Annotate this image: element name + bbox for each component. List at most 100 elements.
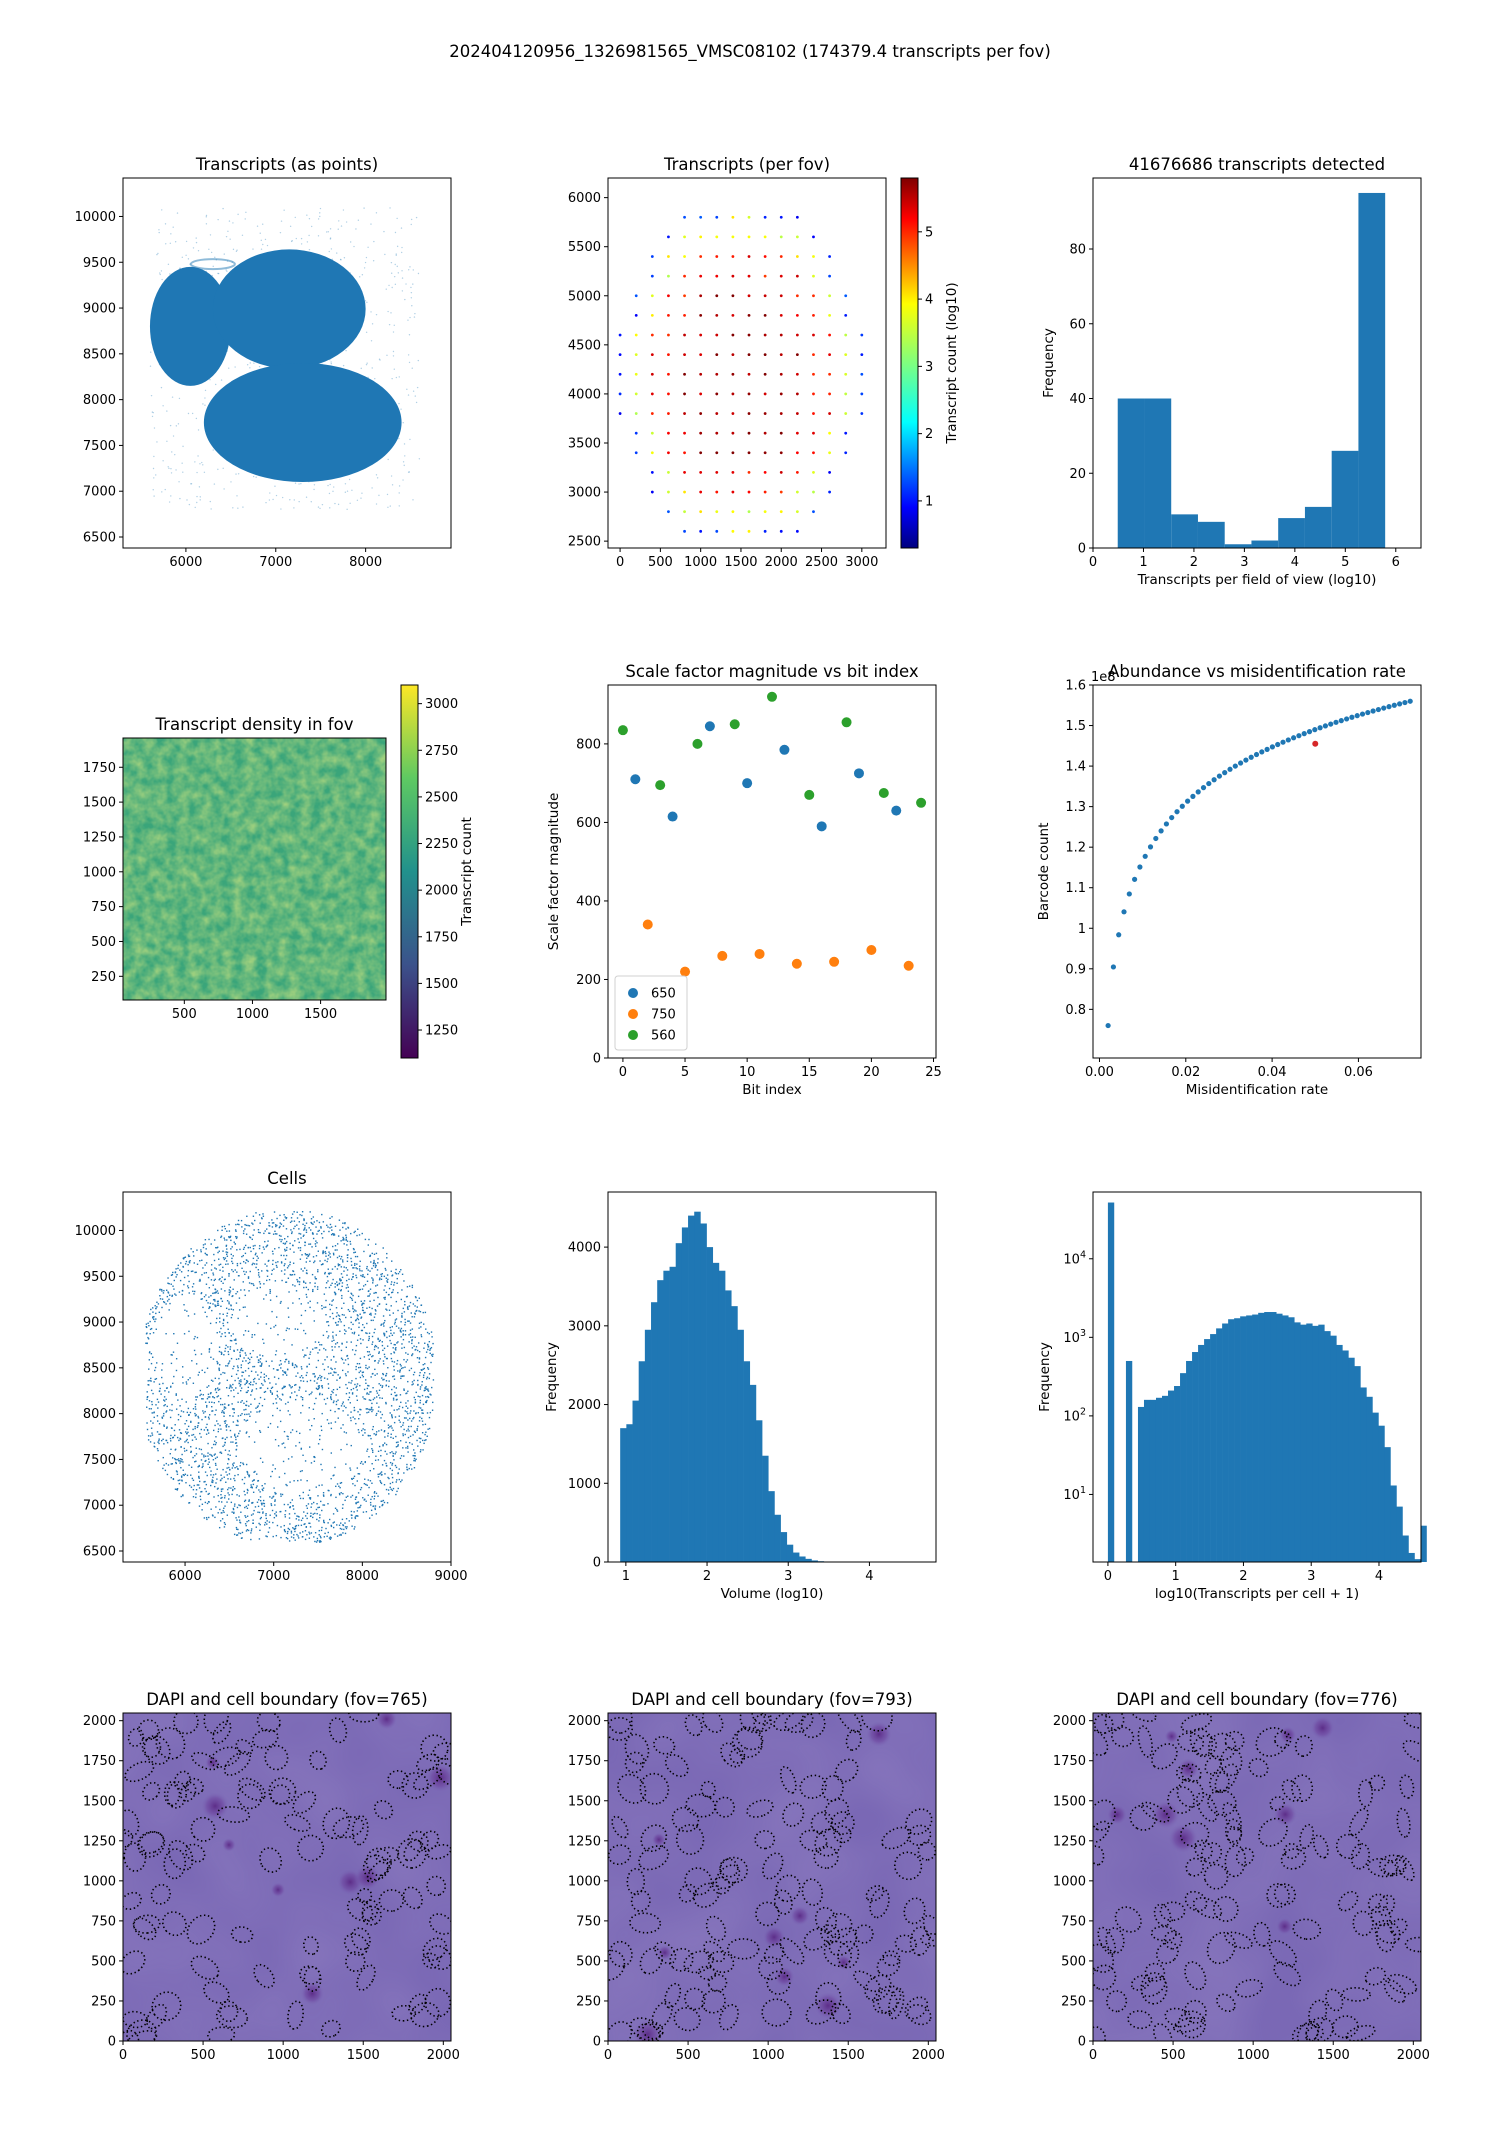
curve-point — [1147, 844, 1154, 850]
cell-point — [370, 1408, 372, 1411]
cell-point — [383, 1353, 386, 1356]
cell-point — [291, 1392, 293, 1394]
cell-point — [213, 1402, 216, 1404]
cell-point — [331, 1233, 334, 1235]
cell-point — [181, 1293, 183, 1296]
cell-point — [357, 1507, 359, 1509]
cell-point — [371, 1448, 373, 1450]
cell-point — [366, 1393, 368, 1395]
cell-point — [318, 1438, 321, 1441]
cell-point — [337, 1374, 339, 1376]
cell-point — [371, 1443, 373, 1445]
cell-point — [373, 1468, 375, 1470]
transcript-point — [342, 209, 345, 211]
cell-point — [328, 1518, 331, 1521]
cell-point — [345, 1518, 348, 1520]
cell-point — [296, 1224, 298, 1226]
cell-point — [332, 1245, 334, 1248]
cell-point — [375, 1310, 377, 1312]
cell-point — [196, 1249, 198, 1251]
x-tick-label: 0.04 — [1258, 1065, 1287, 1080]
cell-point — [292, 1527, 294, 1529]
cell-point — [303, 1218, 305, 1221]
curve-point — [1365, 709, 1371, 716]
x-tick-label: 0 — [1104, 1569, 1112, 1584]
transcript-point — [150, 351, 152, 353]
cell-point — [320, 1227, 322, 1229]
cell-point — [334, 1245, 337, 1247]
cell-point — [221, 1437, 224, 1440]
cell-point — [296, 1328, 299, 1331]
cell-point — [391, 1473, 393, 1475]
fov-point — [715, 471, 719, 474]
cell-point — [145, 1342, 147, 1344]
cell-point — [220, 1403, 222, 1406]
cell-point — [191, 1286, 194, 1288]
cell-point — [258, 1276, 261, 1278]
fov-point — [699, 274, 703, 278]
transcript-point — [255, 476, 257, 478]
fov-point — [763, 274, 767, 278]
fov-point — [667, 490, 670, 494]
x-tick-label: 0.02 — [1171, 1065, 1200, 1080]
cell-point — [221, 1276, 223, 1278]
cell-point — [211, 1481, 214, 1484]
cell-point — [191, 1439, 194, 1441]
cell-point — [212, 1274, 215, 1276]
cell-point — [349, 1469, 352, 1471]
cell-point — [321, 1448, 324, 1451]
series-560 — [617, 691, 927, 808]
cell-point — [226, 1436, 228, 1439]
cell-point — [244, 1244, 247, 1247]
cell-point — [356, 1515, 358, 1517]
cell-point — [342, 1226, 344, 1229]
cell-point — [257, 1511, 259, 1513]
cell-point — [422, 1311, 424, 1314]
cell-point — [215, 1464, 217, 1466]
cell-point — [325, 1282, 328, 1284]
cell-point — [207, 1452, 209, 1454]
cell-point — [252, 1522, 254, 1524]
cell-point — [289, 1242, 291, 1245]
transcript-point — [385, 288, 387, 290]
cell-point — [406, 1466, 408, 1468]
y-tick-label: 1000 — [83, 1874, 116, 1889]
cell-point — [390, 1414, 393, 1416]
cell-point — [411, 1384, 413, 1386]
transcript-point — [281, 496, 284, 499]
cell-point — [393, 1332, 395, 1334]
transcript-point — [407, 471, 410, 473]
cell-point — [382, 1379, 384, 1381]
cell-point — [228, 1425, 230, 1428]
cell-point — [296, 1217, 299, 1219]
transcript-point — [279, 231, 282, 234]
cell-point — [250, 1403, 252, 1405]
cell-point — [406, 1463, 408, 1466]
cell-point — [343, 1362, 345, 1364]
cell-point — [396, 1277, 398, 1280]
cell-point — [342, 1410, 344, 1412]
axes-frame — [607, 177, 887, 549]
cell-point — [414, 1312, 416, 1314]
cell-point — [152, 1356, 154, 1358]
cell-point — [378, 1430, 380, 1432]
cell-point — [219, 1313, 221, 1315]
histogram-bar — [786, 1544, 794, 1562]
y-tick-label: 0 — [593, 1052, 601, 1067]
cell-point — [298, 1228, 300, 1230]
cell-point — [301, 1254, 303, 1256]
cell-point — [176, 1458, 178, 1461]
cell-point — [192, 1270, 194, 1272]
cell-boundary — [904, 1996, 929, 2020]
cell-point — [224, 1372, 226, 1374]
cell-point — [400, 1336, 402, 1338]
transcript-point — [363, 207, 365, 209]
cell-point — [166, 1426, 168, 1428]
cell-point — [317, 1506, 319, 1509]
transcript-point — [408, 334, 411, 336]
cell-point — [264, 1483, 266, 1485]
transcript-point — [346, 490, 349, 492]
cell-point — [212, 1292, 214, 1295]
cell-point — [236, 1519, 238, 1521]
fov-point — [683, 471, 686, 474]
